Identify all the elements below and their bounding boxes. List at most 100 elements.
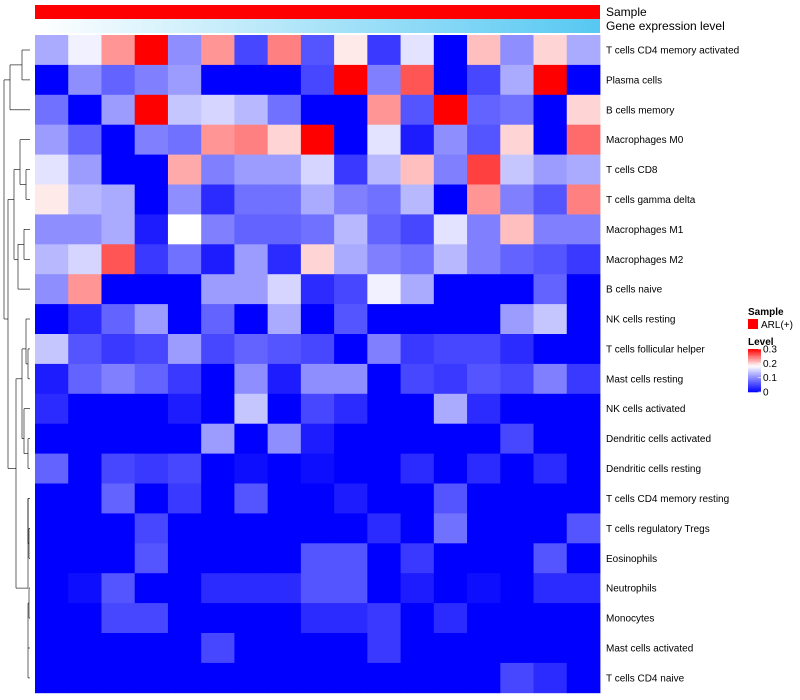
- heatmap-cell: [134, 513, 169, 544]
- heatmap-cell: [566, 274, 601, 305]
- heatmap-cell: [201, 393, 235, 425]
- heatmap-cell: [35, 214, 69, 245]
- heatmap-cell: [267, 304, 302, 335]
- heatmap-cell: [433, 483, 468, 514]
- heatmap-cell: [201, 513, 235, 544]
- heatmap-cell: [533, 423, 568, 454]
- heatmap-cell: [400, 304, 435, 335]
- heatmap-cell: [68, 513, 102, 544]
- heatmap-cell: [267, 94, 302, 126]
- heatmap-cell: [267, 483, 302, 514]
- heatmap-cell: [467, 423, 501, 454]
- heatmap-cell: [234, 423, 269, 454]
- sample-annotation-bar: [35, 5, 600, 19]
- heatmap-cell: [167, 35, 202, 66]
- heatmap-cell: [201, 453, 235, 484]
- heatmap-cell: [267, 184, 302, 215]
- heatmap-cell: [35, 35, 69, 66]
- heatmap-cell: [35, 184, 69, 215]
- row-label: Macrophages M0: [606, 135, 684, 146]
- heatmap-cell: [101, 543, 136, 574]
- heatmap-cell: [566, 633, 601, 664]
- legend-gradient-step: [748, 380, 761, 383]
- heatmap-cell: [334, 573, 368, 604]
- heatmap-cell: [134, 573, 169, 604]
- legend-gradient-step: [748, 353, 761, 356]
- heatmap-cell: [500, 423, 534, 454]
- heatmap-cell: [367, 64, 401, 96]
- legend-level-title: Level: [748, 337, 774, 348]
- heatmap-cell: [167, 573, 202, 604]
- heatmap-cell: [467, 393, 501, 425]
- heatmap-cell: [500, 513, 534, 544]
- heatmap-cell: [533, 662, 568, 694]
- heatmap-cell: [134, 244, 169, 275]
- heatmap-cell: [533, 453, 568, 484]
- heatmap-cell: [533, 184, 568, 215]
- heatmap-cell: [101, 214, 136, 245]
- heatmap-cell: [101, 244, 136, 275]
- row-label: T cells gamma delta: [606, 195, 696, 206]
- legend-gradient-step: [748, 349, 761, 351]
- row-label: Dendritic cells resting: [606, 464, 701, 475]
- heatmap-cell: [400, 244, 435, 275]
- row-label: T cells follicular helper: [606, 344, 705, 355]
- heatmap-cell: [367, 244, 401, 275]
- heatmap-cell: [467, 334, 501, 365]
- heatmap-cell: [300, 244, 335, 275]
- heatmap-cell: [167, 483, 202, 514]
- heatmap-cell: [167, 662, 202, 694]
- heatmap-cell: [367, 124, 401, 155]
- heatmap-cell: [267, 274, 302, 305]
- heatmap-cell: [267, 393, 302, 425]
- heatmap-cell: [367, 334, 401, 365]
- heatmap-cell: [101, 662, 136, 694]
- heatmap-cell: [433, 662, 468, 694]
- heatmap-cell: [35, 154, 69, 185]
- heatmap-cell: [35, 633, 69, 664]
- heatmap-cell: [367, 393, 401, 425]
- heatmap-cell: [533, 573, 568, 604]
- heatmap-cell: [500, 453, 534, 484]
- heatmap-cell: [300, 453, 335, 484]
- heatmap-cell: [400, 124, 435, 155]
- heatmap-cell: [234, 274, 269, 305]
- heatmap-cell: [134, 35, 169, 66]
- heatmap-cell: [334, 543, 368, 574]
- heatmap-cell: [500, 603, 534, 634]
- heatmap-cell: [400, 154, 435, 185]
- heatmap-cell: [234, 214, 269, 245]
- heatmap-cell: [533, 543, 568, 574]
- heatmap-cell: [433, 184, 468, 215]
- heatmap-cell: [201, 573, 235, 604]
- heatmap-cell: [334, 334, 368, 365]
- heatmap-cell: [300, 35, 335, 66]
- heatmap-cell: [566, 603, 601, 634]
- legend-gradient-step: [748, 367, 761, 370]
- heatmap-cell: [334, 304, 368, 335]
- heatmap-cell: [167, 393, 202, 425]
- heatmap-cell: [167, 543, 202, 574]
- heatmap-cell: [334, 244, 368, 275]
- heatmap-cell: [367, 662, 401, 694]
- heatmap-cell: [68, 453, 102, 484]
- heatmap-cell: [500, 94, 534, 126]
- heatmap-cell: [35, 513, 69, 544]
- heatmap-cell: [134, 483, 169, 514]
- legend-gradient-step: [748, 379, 761, 381]
- heatmap-cell: [500, 274, 534, 305]
- heatmap-cell: [367, 154, 401, 185]
- heatmap-cell: [167, 124, 202, 155]
- heatmap-cell: [566, 94, 601, 126]
- heatmap-cell: [300, 64, 335, 96]
- heatmap-cell: [167, 274, 202, 305]
- heatmap-cell: [566, 35, 601, 66]
- heatmap-cell: [300, 124, 335, 155]
- heatmap-cell: [533, 64, 568, 96]
- heatmap-cell: [433, 453, 468, 484]
- row-label: T cells CD4 memory activated: [606, 46, 739, 57]
- heatmap-cell: [433, 214, 468, 245]
- row-label: B cells memory: [606, 105, 674, 116]
- heatmap-cell: [566, 423, 601, 454]
